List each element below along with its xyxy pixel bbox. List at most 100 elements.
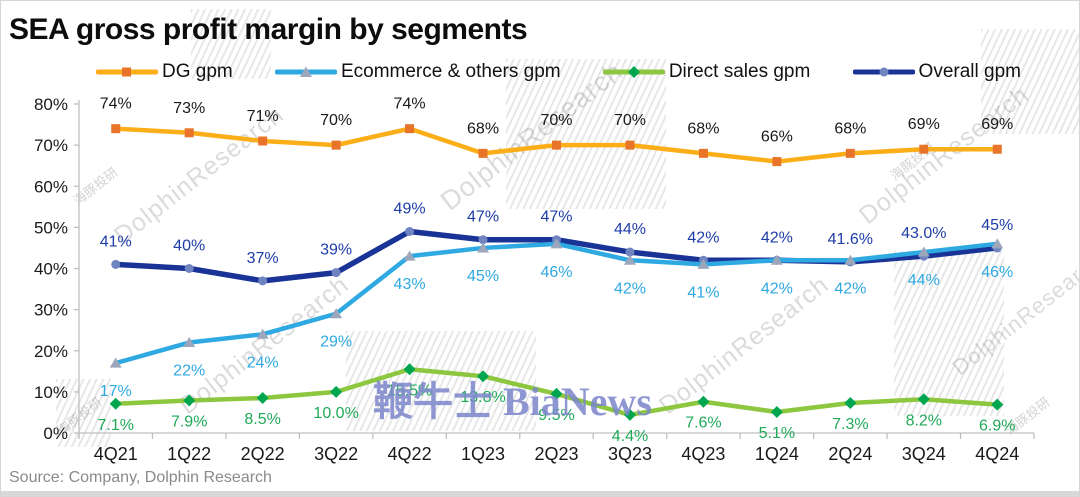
- marker-diamond: [330, 385, 343, 398]
- marker-circle: [111, 259, 121, 269]
- x-tick-label: 4Q21: [94, 444, 138, 464]
- marker-square: [772, 157, 782, 167]
- marker-square: [845, 148, 855, 158]
- data-label: 69%: [981, 116, 1013, 133]
- marker-square: [258, 136, 268, 146]
- y-tick-label: 60%: [34, 177, 68, 196]
- data-label: 24%: [247, 354, 279, 371]
- marker-triangle: [256, 328, 269, 339]
- marker-circle: [405, 226, 415, 236]
- data-label: 22%: [173, 363, 205, 380]
- hatch-watermark: [56, 379, 111, 447]
- data-label: 68%: [687, 120, 719, 137]
- data-label: 73%: [173, 100, 205, 117]
- x-tick-label: 1Q24: [755, 444, 799, 464]
- marker-triangle: [403, 250, 416, 261]
- marker-triangle: [550, 238, 563, 249]
- legend-item[interactable]: Overall gpm: [852, 61, 1021, 83]
- bianews-watermark: 鞭牛士 BiaNews: [373, 379, 652, 424]
- marker-diamond: [770, 406, 783, 419]
- legend-marker-icon: [852, 67, 915, 77]
- marker-triangle: [330, 308, 343, 319]
- legend-label: Ecommerce & others gpm: [340, 61, 561, 82]
- x-tick-label: 4Q24: [975, 444, 1019, 464]
- marker-circle: [184, 264, 194, 273]
- data-label: 68%: [467, 120, 499, 137]
- x-tick-label: 4Q22: [388, 444, 432, 464]
- x-tick-label: 2Q24: [828, 444, 872, 464]
- data-label: 47%: [467, 209, 499, 226]
- x-tick-label: 1Q23: [461, 444, 505, 464]
- data-label: 42%: [614, 280, 646, 297]
- y-tick-label: 0%: [43, 424, 68, 443]
- data-label: 41%: [100, 233, 132, 250]
- data-label: 42%: [687, 229, 719, 246]
- x-tick-label: 3Q23: [608, 444, 652, 464]
- data-label: 74%: [100, 96, 132, 113]
- data-label: 68%: [834, 120, 866, 137]
- marker-square: [919, 144, 929, 154]
- legend-item[interactable]: Ecommerce & others gpm: [274, 61, 561, 83]
- data-label: 15.5%: [387, 382, 432, 399]
- marker-triangle: [623, 254, 636, 265]
- y-tick-label: 30%: [34, 301, 68, 320]
- x-tick-label: 3Q22: [314, 444, 358, 464]
- data-label: 45%: [467, 268, 499, 285]
- legend: DG gpm Ecommerce & others gpm Direct sales…: [96, 61, 1021, 83]
- data-label: 8.2%: [906, 412, 942, 429]
- marker-square: [698, 148, 708, 158]
- data-label: 44%: [614, 221, 646, 238]
- y-tick-label: 80%: [34, 95, 68, 114]
- data-label: 69%: [908, 116, 940, 133]
- marker-diamond: [623, 408, 636, 421]
- data-label: 70%: [540, 112, 572, 129]
- marker-square: [111, 124, 121, 134]
- y-tick-label: 40%: [34, 260, 68, 279]
- marker-square: [331, 140, 341, 150]
- legend-marker-icon: [602, 66, 665, 78]
- data-label: 13.8%: [460, 389, 505, 406]
- data-label: 39%: [320, 242, 352, 259]
- marker-triangle: [477, 242, 490, 253]
- hatch-watermark: [981, 29, 1079, 134]
- data-label: 66%: [761, 129, 793, 146]
- marker-diamond: [403, 363, 416, 376]
- marker-diamond: [917, 393, 930, 406]
- hatch-watermark: [506, 59, 666, 209]
- marker-diamond: [844, 396, 857, 409]
- legend-item[interactable]: DG gpm: [96, 61, 233, 83]
- data-label: 74%: [394, 96, 426, 113]
- y-tick-label: 50%: [34, 218, 68, 237]
- data-label: 70%: [614, 112, 646, 129]
- x-tick-label: 2Q22: [241, 444, 285, 464]
- data-label: 6.9%: [979, 418, 1015, 435]
- x-tick-label: 1Q22: [167, 444, 211, 464]
- data-label: 5.1%: [759, 425, 795, 442]
- marker-triangle: [697, 258, 710, 269]
- data-label: 71%: [247, 108, 279, 125]
- data-label: 42%: [761, 229, 793, 246]
- marker-square: [992, 144, 1002, 154]
- marker-diamond: [109, 397, 122, 410]
- marker-triangle: [770, 254, 783, 265]
- marker-square: [552, 140, 561, 150]
- marker-diamond: [697, 395, 710, 408]
- window-edge: [1, 491, 1079, 496]
- y-tick-label: 20%: [34, 342, 68, 361]
- data-label: 43%: [394, 276, 426, 293]
- data-label: 17%: [100, 383, 132, 400]
- legend-item[interactable]: Direct sales gpm: [602, 61, 810, 83]
- data-label: 4.4%: [612, 428, 648, 445]
- marker-triangle: [991, 238, 1004, 249]
- data-label: 29%: [320, 334, 352, 351]
- data-label: 9.5%: [538, 407, 574, 424]
- source-note: Source: Company, Dolphin Research: [9, 469, 272, 486]
- marker-triangle: [844, 254, 857, 265]
- data-label: 8.5%: [244, 411, 280, 428]
- data-label: 42%: [834, 280, 866, 297]
- marker-triangle: [109, 357, 122, 368]
- marker-circle: [331, 268, 341, 278]
- data-label: 45%: [981, 217, 1013, 234]
- marker-triangle: [183, 337, 196, 348]
